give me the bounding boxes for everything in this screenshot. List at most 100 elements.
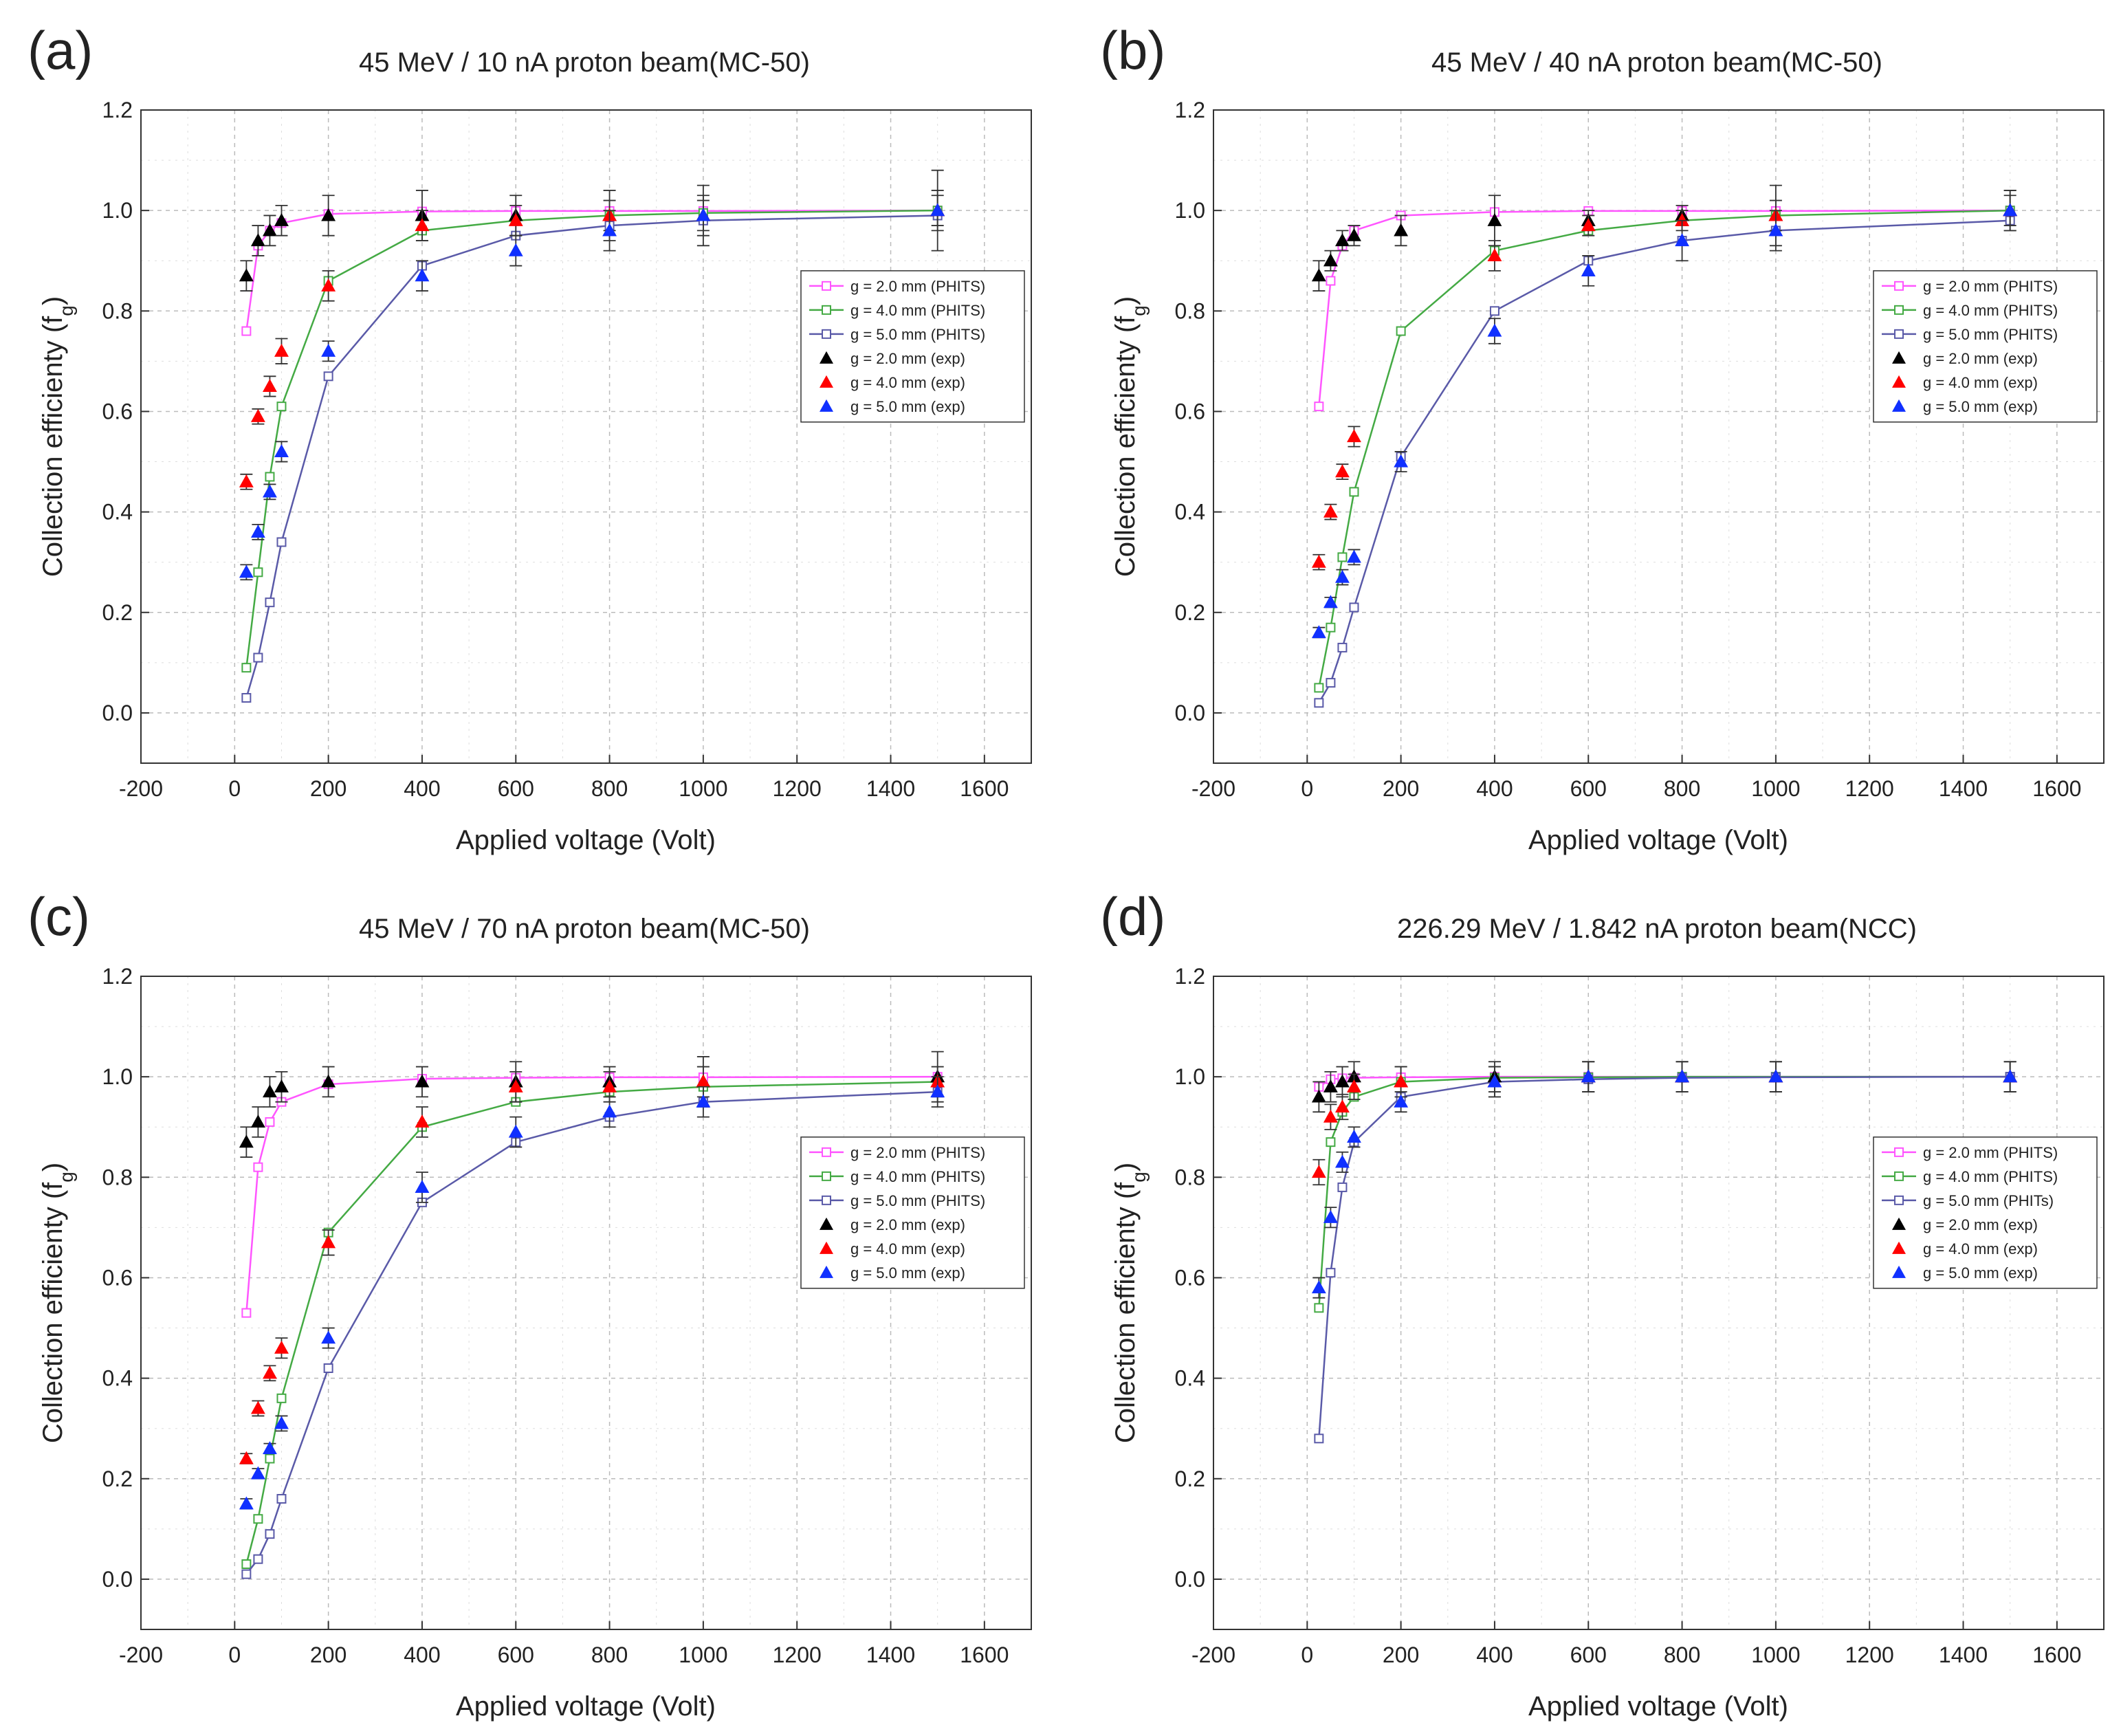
data-point bbox=[323, 1363, 333, 1373]
data-point bbox=[930, 1084, 945, 1098]
y-tick-label: 0.0 bbox=[1175, 1567, 1205, 1592]
y-tick-label: 0.8 bbox=[102, 298, 133, 323]
data-point bbox=[1311, 625, 1326, 639]
legend-item: g = 2.0 mm (exp) bbox=[1892, 350, 2038, 367]
data-point bbox=[274, 1340, 289, 1354]
legend-item: g = 2.0 mm (PHITS) bbox=[1882, 1144, 2058, 1161]
legend-label: g = 5.0 mm (exp) bbox=[1923, 1264, 2038, 1282]
legend-item: g = 5.0 mm (exp) bbox=[1892, 398, 2038, 415]
x-tick-label: 1000 bbox=[679, 1642, 727, 1667]
y-tick-label: 1.0 bbox=[102, 1064, 133, 1089]
series-line bbox=[245, 215, 938, 699]
data-point bbox=[1326, 276, 1336, 286]
data-point bbox=[250, 1400, 265, 1414]
legend-marker bbox=[820, 1265, 833, 1278]
series-exp-5 bbox=[1311, 1061, 2018, 1299]
legend-item: g = 4.0 mm (exp) bbox=[820, 374, 965, 391]
data-point bbox=[274, 1416, 289, 1429]
x-tick-label: 1200 bbox=[773, 1642, 822, 1667]
data-point bbox=[239, 268, 254, 282]
legend-marker bbox=[1892, 375, 1906, 388]
data-point bbox=[1334, 569, 1350, 583]
data-point bbox=[253, 567, 263, 578]
data-point bbox=[1337, 1182, 1348, 1192]
data-point bbox=[1334, 1154, 1350, 1168]
data-point bbox=[1347, 1130, 1361, 1143]
data-point bbox=[415, 1114, 430, 1128]
data-point bbox=[1487, 212, 1502, 226]
data-point bbox=[1314, 1433, 1324, 1444]
data-point bbox=[2003, 203, 2018, 217]
legend-item: g = 4.0 mm (PHITS) bbox=[809, 1168, 985, 1185]
x-tick-label: 800 bbox=[591, 776, 628, 801]
axes: -200 0 200 400 600 800 1000 1200 1400 1600 0.0 0.2 0… bbox=[102, 964, 1009, 1667]
data-point bbox=[1311, 1280, 1326, 1294]
data-point bbox=[1323, 1109, 1338, 1123]
data-point bbox=[930, 203, 945, 217]
x-tick-label: 1200 bbox=[773, 776, 822, 801]
x-tick-label: 400 bbox=[1476, 1642, 1513, 1667]
data-point bbox=[1675, 212, 1690, 226]
legend-item: g = 4.0 mm (PHITS) bbox=[1882, 1168, 2058, 1185]
data-point bbox=[239, 1134, 254, 1148]
y-tick-label: 0.4 bbox=[102, 1366, 133, 1391]
x-tick-label: 800 bbox=[1664, 776, 1700, 801]
data-point bbox=[1394, 1074, 1409, 1088]
data-point bbox=[415, 268, 430, 282]
data-point bbox=[1334, 233, 1350, 247]
x-tick-label: 600 bbox=[1570, 776, 1607, 801]
data-point bbox=[1323, 1209, 1338, 1223]
legend-label: g = 4.0 mm (exp) bbox=[850, 374, 965, 391]
series-line bbox=[245, 209, 938, 331]
legend-marker bbox=[820, 351, 833, 364]
data-point bbox=[1581, 218, 1596, 232]
x-tick-label: 0 bbox=[228, 776, 241, 801]
panel-b: (b) 45 MeV / 40 nA proton beam(MC-50) -2… bbox=[1100, 20, 2104, 855]
legend-marker bbox=[1894, 1171, 1904, 1181]
legend-item: g = 5.0 mm (exp) bbox=[1892, 1264, 2038, 1282]
legend-item: g = 2.0 mm (PHITS) bbox=[1882, 278, 2058, 295]
data-point bbox=[1311, 1089, 1326, 1103]
panel-d-letter: (d) bbox=[1100, 886, 1165, 947]
data-point bbox=[262, 223, 277, 237]
x-tick-label: 1200 bbox=[1845, 1642, 1894, 1667]
data-point bbox=[321, 1235, 336, 1249]
y-tick-label: 0.2 bbox=[102, 1466, 133, 1491]
data-point bbox=[321, 278, 336, 292]
data-point bbox=[696, 208, 711, 221]
data-point bbox=[1323, 1079, 1338, 1092]
data-point bbox=[241, 693, 252, 703]
x-tick-label: 400 bbox=[404, 776, 440, 801]
legend-item: g = 5.0 mm (PHITS) bbox=[809, 1192, 985, 1209]
data-point bbox=[239, 1451, 254, 1464]
x-tick-label: 1000 bbox=[679, 776, 727, 801]
axes: -200 0 200 400 600 800 1000 1200 1400 1600 0.0 0.2 0… bbox=[1175, 964, 2082, 1667]
legend-marker bbox=[820, 399, 833, 412]
data-point bbox=[1347, 549, 1361, 563]
x-tick-label: 600 bbox=[498, 1642, 534, 1667]
legend-marker bbox=[1892, 399, 1906, 412]
data-point bbox=[276, 1393, 287, 1403]
data-point bbox=[265, 1117, 275, 1127]
series-group bbox=[239, 1051, 945, 1579]
data-point bbox=[265, 472, 275, 482]
data-point bbox=[1675, 1069, 1690, 1083]
panel-b-xlabel: Applied voltage (Volt) bbox=[1528, 825, 1788, 855]
data-point bbox=[1489, 306, 1499, 316]
plot-frame bbox=[140, 109, 1032, 764]
legend-marker bbox=[820, 375, 833, 388]
legend-marker bbox=[1892, 1265, 1906, 1278]
data-point bbox=[241, 1308, 252, 1318]
x-tick-label: 1400 bbox=[866, 776, 915, 801]
x-tick-label: -200 bbox=[119, 1642, 163, 1667]
y-tick-label: 0.4 bbox=[1175, 500, 1205, 525]
series-group bbox=[239, 169, 945, 703]
series-exp-5 bbox=[239, 190, 945, 581]
data-point bbox=[1768, 1069, 1783, 1083]
data-point bbox=[262, 379, 277, 393]
data-point bbox=[415, 1180, 430, 1194]
legend-label: g = 2.0 mm (PHITS) bbox=[1923, 278, 2058, 295]
data-point bbox=[253, 1554, 263, 1564]
x-tick-label: 0 bbox=[228, 1642, 241, 1667]
panel-d: (d) 226.29 MeV / 1.842 nA proton beam(NC… bbox=[1100, 886, 2104, 1722]
